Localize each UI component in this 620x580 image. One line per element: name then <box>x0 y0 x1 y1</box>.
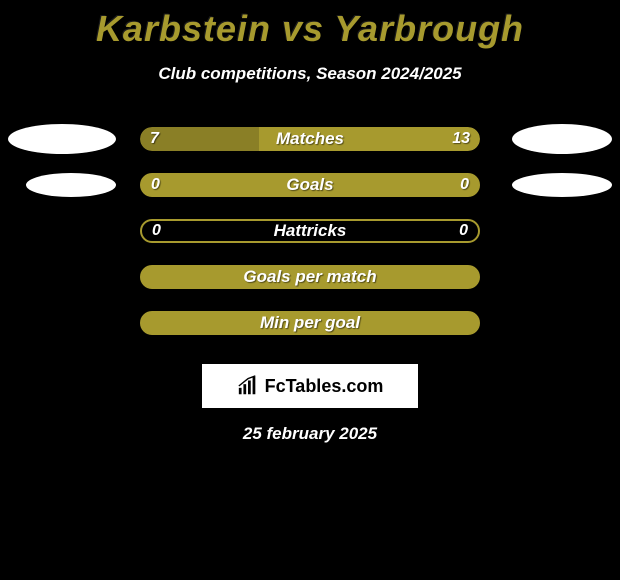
stat-bar: 0 0Goals <box>140 173 480 197</box>
player-marker-right <box>512 124 612 154</box>
page-title: Karbstein vs Yarbrough <box>0 0 620 50</box>
stat-value-left: 0 <box>151 174 160 196</box>
stat-value-right: 0 <box>460 174 469 196</box>
stat-row: 713Matches <box>0 116 620 162</box>
bar-chart-icon <box>237 375 259 397</box>
bar-right-fill <box>259 127 480 151</box>
stat-bar: 713Matches <box>140 127 480 151</box>
stat-label: Hattricks <box>142 221 478 241</box>
stat-value-right: 13 <box>452 127 470 151</box>
page-subtitle: Club competitions, Season 2024/2025 <box>0 64 620 84</box>
logo-text: FcTables.com <box>265 376 384 397</box>
player-marker-left <box>8 124 116 154</box>
stat-bar: Min per goal <box>140 311 480 335</box>
stats-container: 713Matches00Goals00HattricksGoals per ma… <box>0 116 620 346</box>
stat-value-left: 0 <box>152 221 161 241</box>
stat-label: Goals per match <box>141 266 479 288</box>
logo-box[interactable]: FcTables.com <box>202 364 418 408</box>
stat-label: Min per goal <box>141 312 479 334</box>
stat-label: Goals <box>141 174 479 196</box>
player-marker-right <box>512 173 612 197</box>
stat-row: Goals per match <box>0 254 620 300</box>
stat-value-left: 7 <box>150 127 159 151</box>
stat-bar: 0 0Hattricks <box>140 219 480 243</box>
stat-bar: Goals per match <box>140 265 480 289</box>
stat-value-right: 0 <box>459 221 468 241</box>
player-marker-left <box>26 173 116 197</box>
stat-row: Min per goal <box>0 300 620 346</box>
stat-row: 0 0Hattricks <box>0 208 620 254</box>
stat-row: 0 0Goals <box>0 162 620 208</box>
date-text: 25 february 2025 <box>0 424 620 444</box>
